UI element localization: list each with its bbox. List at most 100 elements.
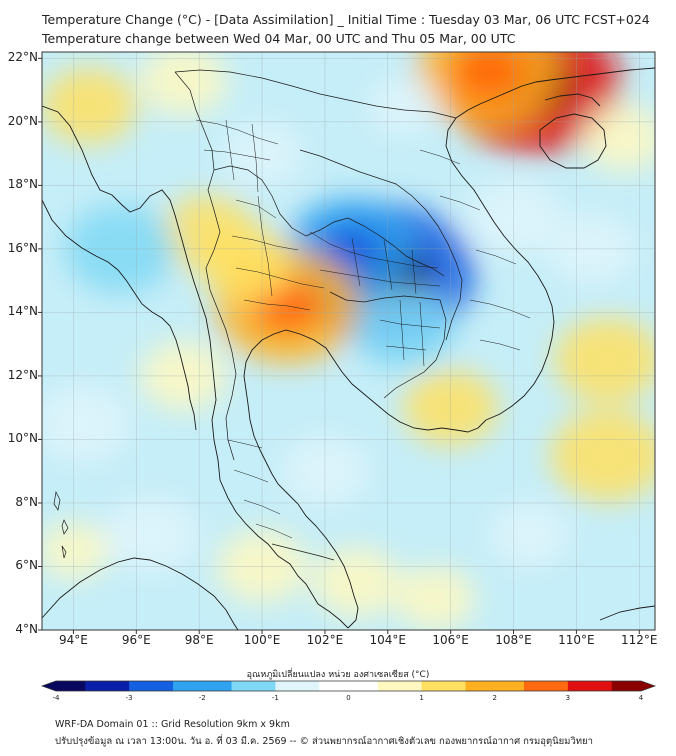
anomaly-blob [161, 195, 257, 272]
footer-update-info: ปรับปรุงข้อมูล ณ เวลา 13:00น. วัน อ. ที่… [55, 736, 593, 747]
colorbar-segment [494, 681, 510, 691]
colorbar-label: อุณหภูมิเปลี่ยนแปลง หน่วย องศาเซลเซียส (… [246, 670, 430, 680]
colorbar-segment [626, 681, 642, 691]
chart-title: Temperature Change (°C) - [Data Assimila… [42, 12, 650, 27]
lon-label: 98°E [184, 633, 214, 647]
hainan-island [539, 113, 607, 169]
lon-label: 94°E [58, 633, 88, 647]
colorbar-segment [407, 681, 423, 691]
lat-label: 12°N [7, 367, 38, 382]
colorbar-tick-label: 3 [565, 694, 571, 702]
colorbar-segment [99, 681, 115, 691]
anomaly-blob [104, 496, 200, 573]
colorbar-tick-label: -3 [125, 694, 133, 702]
colorbar-tick-label: 0 [346, 694, 351, 702]
colorbar-segment [421, 681, 437, 691]
colorbar [40, 680, 657, 692]
colorbar-segment [143, 681, 159, 691]
anomaly-blob [368, 77, 440, 135]
colorbar-min-extend [42, 681, 56, 691]
myanmar-thailand-border [174, 71, 237, 461]
anomaly-blob [42, 68, 137, 144]
vietnam-provinces [419, 149, 531, 351]
colorbar-segment [582, 681, 598, 691]
colorbar-segment [392, 681, 408, 691]
colorbar-tick-label: 2 [492, 694, 497, 702]
myanmar-coast-west [42, 199, 197, 431]
mainland-coastline [42, 105, 349, 629]
anomaly-blob [395, 566, 475, 630]
anomaly-blob [42, 522, 109, 579]
colorbar-segment [436, 681, 452, 691]
lon-label: 106°E [432, 633, 469, 647]
lat-label: 8°N [15, 494, 38, 509]
lon-label: 108°E [495, 633, 532, 647]
north-provinces [195, 119, 279, 193]
colorbar-segment [216, 681, 232, 691]
graticule [42, 52, 655, 630]
map-frame [41, 51, 656, 631]
colorbar-tick-label: 4 [638, 694, 644, 702]
lat-label: 18°N [7, 177, 38, 192]
lat-label: 14°N [7, 304, 38, 319]
anomaly-blob [582, 104, 655, 171]
colorbar-tick-label: -2 [198, 694, 206, 702]
colorbar-segment [524, 681, 540, 691]
anomaly-blob [42, 385, 131, 462]
lon-label: 104°E [369, 633, 407, 647]
malaysia-border [271, 543, 335, 561]
colorbar-segment [56, 681, 72, 691]
colorbar-max-extend [641, 681, 655, 691]
colorbar-tick-label: -4 [52, 694, 60, 702]
anomaly-blob [352, 287, 456, 370]
lon-label: 96°E [121, 633, 151, 647]
colorbar-segment [567, 681, 583, 691]
anomaly-blob [489, 503, 569, 567]
lat-label: 16°N [7, 240, 38, 255]
colorbar-segment [290, 681, 306, 691]
leizhou-coast [544, 93, 601, 107]
lat-label: 4°N [15, 622, 38, 636]
colorbar-segment [129, 681, 145, 691]
andaman-islands [53, 490, 69, 559]
footer-model-info: WRF-DA Domain 01 :: Grid Resolution 9km … [55, 719, 290, 730]
colorbar-segment [85, 681, 101, 691]
colorbar-frame [40, 680, 657, 692]
anomaly-blob [554, 317, 655, 403]
axis-ticks [38, 57, 640, 634]
gulf-thailand-coast [243, 329, 487, 629]
colorbar-segment [158, 681, 174, 691]
colorbar-segment [509, 681, 525, 691]
isaan-provinces [309, 231, 441, 295]
lat-label: 22°N [7, 50, 38, 65]
colorbar-segment [363, 681, 379, 691]
colorbar-segment [202, 681, 218, 691]
colorbar-segment [377, 681, 393, 691]
colorbar-segment [187, 681, 203, 691]
anomaly-blob [550, 409, 655, 502]
lon-label: 112°E [621, 633, 658, 647]
anomaly-blob [139, 52, 227, 116]
lon-label: 100°E [243, 633, 281, 647]
colorbar-segment [319, 681, 335, 691]
colorbar-segment [173, 681, 189, 691]
sumatra-coast [42, 557, 239, 630]
colorbar-segment [348, 681, 364, 691]
lon-label: 110°E [558, 633, 595, 647]
lat-label: 6°N [15, 558, 38, 573]
colorbar-segment [70, 681, 86, 691]
colorbar-tick-label: -1 [271, 694, 279, 702]
lon-label: 102°E [306, 633, 344, 647]
central-provinces [231, 195, 325, 311]
colorbar-segment [611, 681, 627, 691]
colorbar-segment [450, 681, 466, 691]
borneo-hint [599, 605, 655, 621]
lat-label: 10°N [7, 431, 38, 446]
thailand-cambodia-border [329, 291, 447, 399]
china-border [174, 69, 457, 119]
south-thailand-provinces [227, 439, 293, 539]
colorbar-segment [480, 681, 496, 691]
colorbar-segment [304, 681, 320, 691]
colorbar-segment [114, 681, 130, 691]
